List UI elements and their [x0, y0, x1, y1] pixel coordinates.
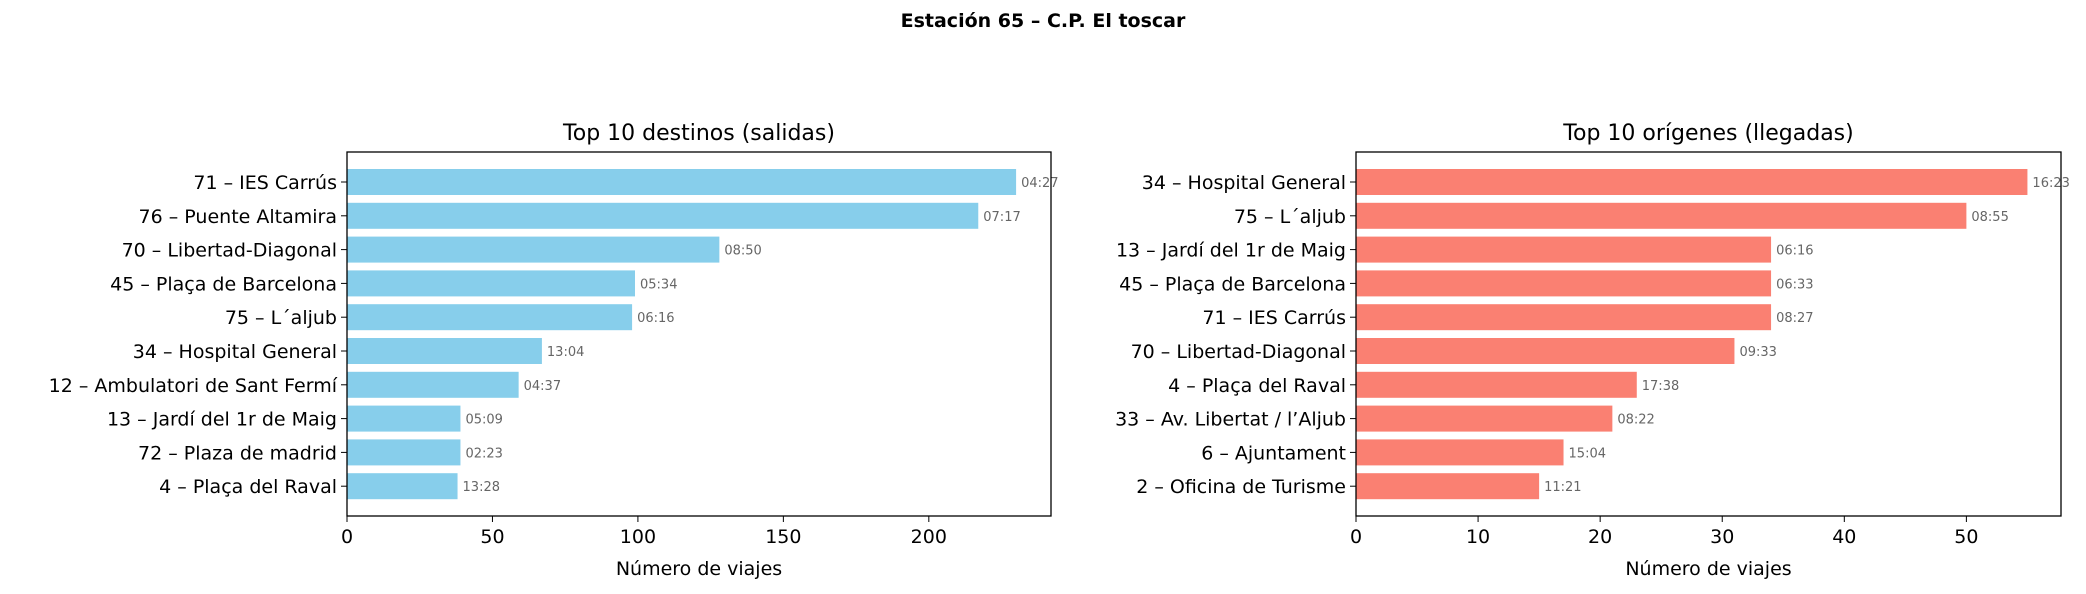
data-label: 08:50	[724, 244, 761, 259]
bar	[347, 439, 461, 466]
bar	[1356, 236, 1772, 263]
figure-suptitle: Estación 65 – C.P. El toscar	[900, 10, 1186, 32]
bar	[347, 405, 461, 432]
y-tick-label: 12 – Ambulatori de Sant Fermí	[49, 375, 338, 397]
bar	[347, 169, 1017, 195]
data-label: 13:04	[547, 345, 584, 360]
y-tick-label: 76 – Puente Altamira	[139, 206, 337, 228]
bar	[347, 202, 979, 229]
data-label: 17:38	[1642, 379, 1679, 394]
data-label: 06:33	[1776, 277, 1813, 292]
x-axis-label: Número de viajes	[616, 558, 782, 580]
x-tick-label: 100	[620, 526, 656, 548]
x-tick-label: 50	[1954, 526, 1978, 548]
y-tick-label: 72 – Plaza de madrid	[138, 442, 337, 464]
bar	[1356, 304, 1772, 331]
y-tick-label: 2 – Oficina de Turisme	[1136, 476, 1346, 498]
data-label: 11:21	[1544, 480, 1581, 495]
x-tick-label: 200	[911, 526, 947, 548]
chart-title: Top 10 destinos (salidas)	[562, 121, 835, 146]
bar	[1356, 202, 1967, 229]
bar	[347, 236, 720, 263]
bar	[347, 270, 635, 297]
bar	[347, 304, 633, 331]
x-tick-label: 0	[1350, 526, 1362, 548]
y-tick-label: 45 – Plaça de Barcelona	[1119, 273, 1346, 295]
y-tick-label: 4 – Plaça del Raval	[159, 476, 337, 498]
y-tick-label: 33 – Av. Libertat / l’Aljub	[1115, 409, 1346, 431]
axes-frame	[346, 151, 1052, 517]
chart-destinos: Top 10 destinos (salidas) 71 – IES Carrús…	[49, 121, 1059, 580]
y-tick-label: 75 – L´aljub	[225, 307, 337, 329]
data-label: 08:22	[1617, 413, 1654, 428]
chart-title: Top 10 orígenes (llegadas)	[1562, 121, 1853, 146]
bar	[1356, 439, 1564, 466]
x-tick-label: 50	[480, 526, 504, 548]
data-label: 09:33	[1739, 345, 1776, 360]
data-label: 04:37	[524, 379, 561, 394]
data-label: 04:27	[1021, 176, 1058, 191]
x-tick-label: 40	[1832, 526, 1856, 548]
bar	[1356, 338, 1735, 364]
axes-frame	[1355, 151, 2062, 517]
y-tick-label: 71 – IES Carrús	[1202, 307, 1346, 329]
bar	[347, 473, 458, 500]
y-tick-label: 6 – Ajuntament	[1201, 442, 1346, 464]
bar	[347, 338, 542, 364]
y-tick-label: 13 – Jardí del 1r de Maig	[1116, 240, 1346, 262]
y-tick-label: 70 – Libertad-Diagonal	[1131, 341, 1346, 363]
data-label: 06:16	[1776, 244, 1813, 259]
bar	[1356, 405, 1613, 432]
data-label: 13:28	[463, 480, 500, 495]
bar	[347, 371, 519, 398]
y-tick-label: 75 – L´aljub	[1234, 206, 1346, 228]
bar	[1356, 169, 2028, 195]
data-label: 05:34	[640, 277, 677, 292]
y-tick-label: 34 – Hospital General	[1142, 172, 1346, 194]
x-tick-label: 10	[1466, 526, 1490, 548]
data-label: 15:04	[1569, 446, 1606, 461]
data-label: 05:09	[465, 413, 502, 428]
chart-origenes: Top 10 orígenes (llegadas) 34 – Hospital …	[1115, 121, 2070, 580]
data-label: 08:55	[1971, 210, 2008, 225]
y-tick-label: 45 – Plaça de Barcelona	[110, 273, 337, 295]
bar	[1356, 270, 1772, 297]
data-label: 07:17	[983, 210, 1020, 225]
y-tick-label: 34 – Hospital General	[133, 341, 337, 363]
x-tick-label: 20	[1588, 526, 1612, 548]
data-label: 06:16	[637, 311, 674, 326]
y-tick-label: 70 – Libertad-Diagonal	[122, 240, 337, 262]
data-label: 08:27	[1776, 311, 1813, 326]
data-label: 02:23	[465, 446, 502, 461]
x-tick-label: 30	[1710, 526, 1734, 548]
data-label: 16:23	[2032, 176, 2069, 191]
x-tick-label: 0	[341, 526, 353, 548]
bar	[1356, 473, 1540, 500]
y-tick-label: 4 – Plaça del Raval	[1168, 375, 1346, 397]
bar	[1356, 371, 1637, 398]
y-tick-label: 71 – IES Carrús	[193, 172, 337, 194]
x-axis-label: Número de viajes	[1625, 558, 1791, 580]
y-tick-label: 13 – Jardí del 1r de Maig	[107, 409, 337, 431]
x-tick-label: 150	[765, 526, 801, 548]
